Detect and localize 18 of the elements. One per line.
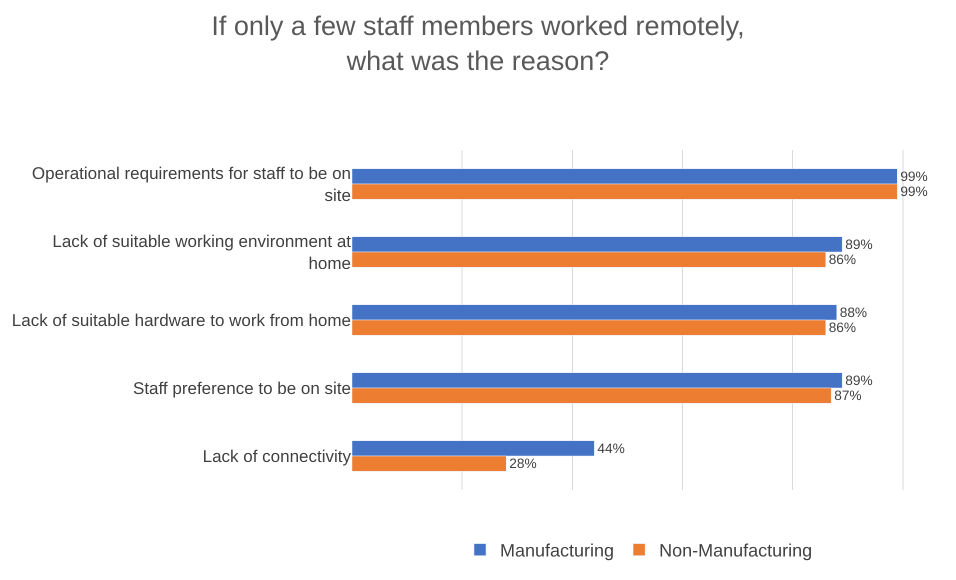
chart-title: If only a few staff members worked remotely, what was the reason? [211,10,745,76]
data-label: 87% [834,388,862,404]
data-label: 89% [845,372,873,388]
y-tick-label: Lack of connectivity [202,446,352,466]
legend-label: Manufacturing [500,540,614,561]
data-label: 86% [828,320,856,336]
data-label: 86% [828,252,856,268]
y-tick-label: Lack of suitable hardware to work from home [12,310,351,330]
data-label: 88% [840,304,868,320]
data-label: 99% [900,168,928,184]
data-label: 89% [845,236,873,252]
y-tick-label: Lack of suitable working environment at home [52,232,352,273]
data-label: 28% [509,456,537,472]
data-label: 44% [597,440,625,456]
data-label: 99% [900,184,928,200]
y-tick-label: Operational requirements for staff to be on site [32,164,351,205]
legend-label: Non-Manufacturing [659,540,812,561]
y-tick-label: Staff preference to be on site [133,378,351,398]
